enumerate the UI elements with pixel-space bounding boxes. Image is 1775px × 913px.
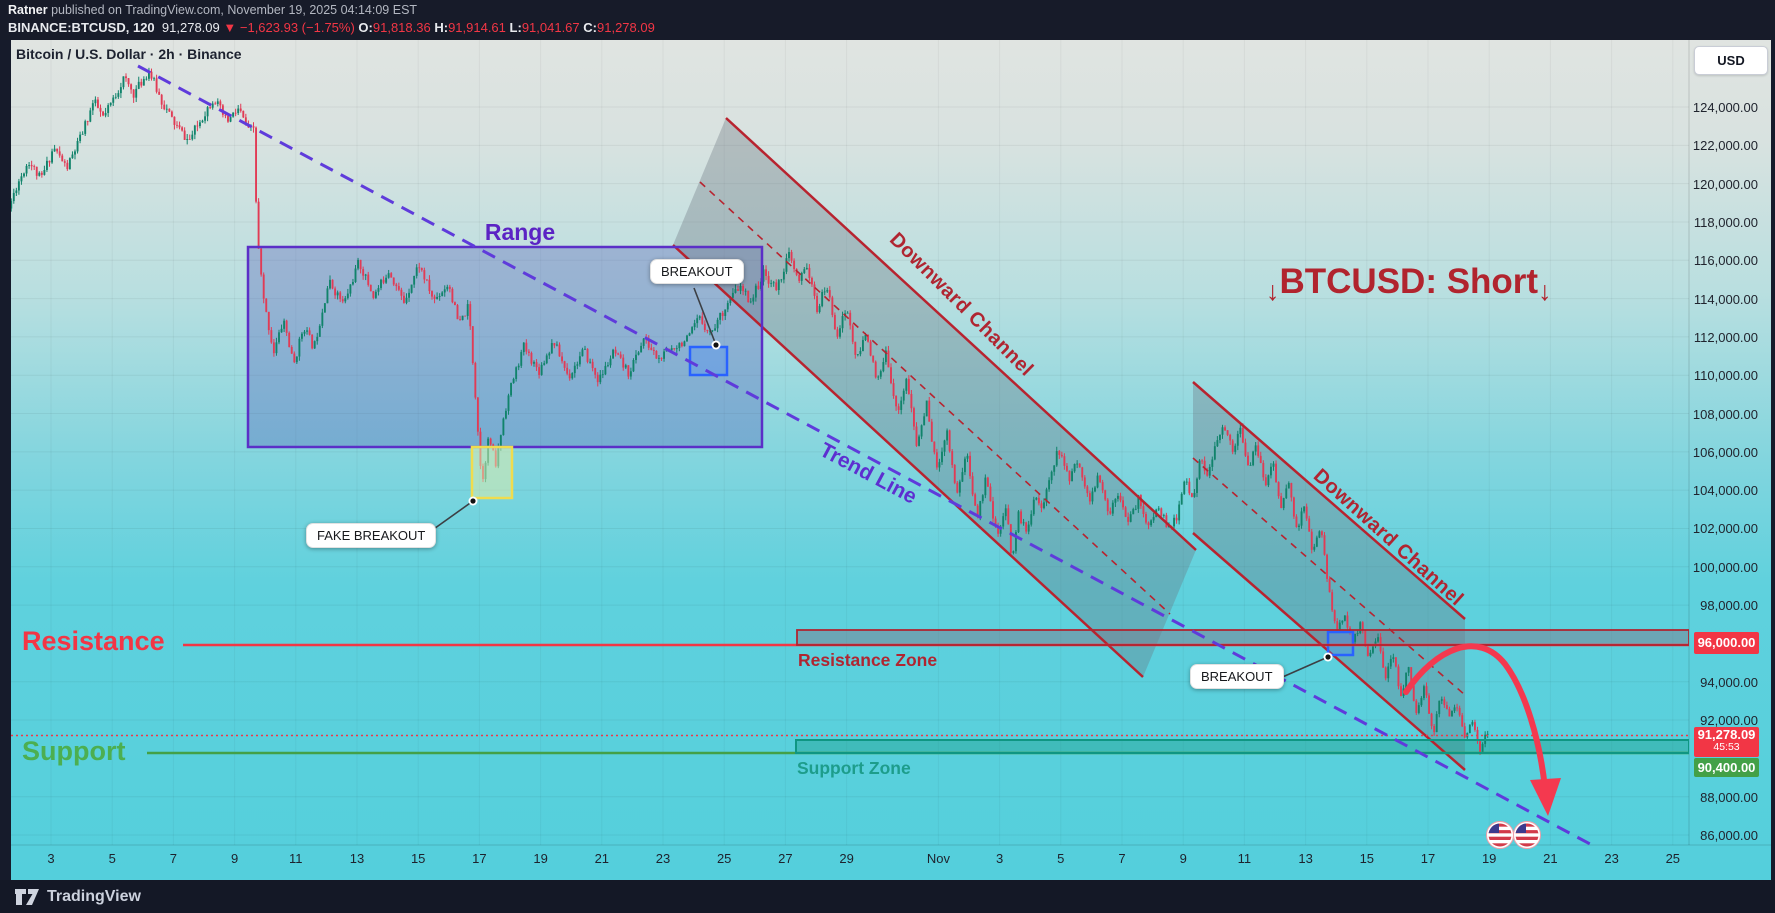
high-label: H:	[434, 20, 449, 35]
direction-down-icon: ▼	[223, 20, 237, 35]
byline-text: published on TradingView.com, November 1…	[47, 3, 418, 17]
low-label: L:	[509, 20, 522, 35]
interval: 120	[132, 20, 155, 35]
close-label: C:	[583, 20, 597, 35]
symbol: BINANCE:BTCUSD,	[8, 20, 130, 35]
tradingview-brand-text: TradingView	[47, 887, 141, 905]
tradingview-logo-icon	[15, 888, 39, 905]
high-value: 91,914.61	[448, 20, 506, 35]
byline: Ratner published on TradingView.com, Nov…	[8, 3, 417, 17]
tradingview-logo: TradingView	[14, 887, 141, 907]
symbol-status-line: BINANCE:BTCUSD, 120 91,278.09 ▼ −1,623.9…	[8, 20, 655, 35]
price-change: −1,623.93 (−1.75%)	[239, 20, 355, 35]
open-value: 91,818.36	[372, 20, 431, 35]
author-name: Ratner	[8, 3, 48, 17]
currency-usd-button[interactable]: USD	[1694, 46, 1768, 75]
open-label: O:	[358, 20, 373, 35]
footer: TradingView	[0, 880, 1775, 913]
close-value: 91,278.09	[597, 20, 655, 35]
last-price: 91,278.09	[161, 20, 220, 35]
low-value: 91,041.67	[521, 20, 580, 35]
header: Ratner published on TradingView.com, Nov…	[0, 0, 1775, 40]
